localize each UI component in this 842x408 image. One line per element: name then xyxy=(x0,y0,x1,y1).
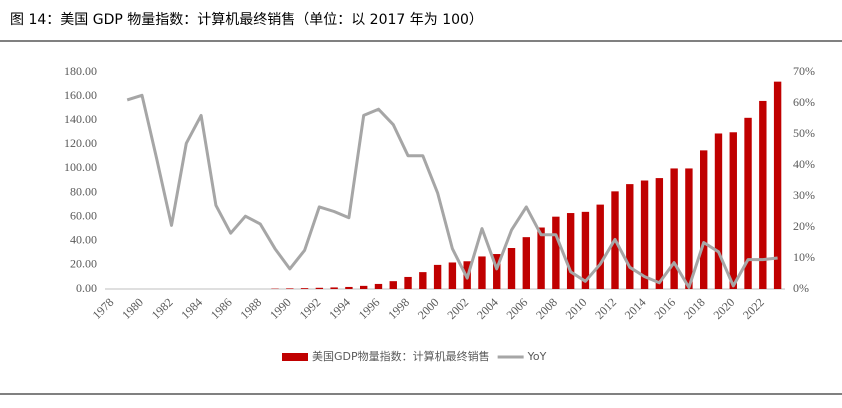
bar xyxy=(641,181,648,290)
x-tick-label: 1988 xyxy=(237,295,264,322)
y2-tick-label: 60% xyxy=(793,95,815,109)
y2-tick-label: 10% xyxy=(793,250,815,264)
bar xyxy=(345,287,352,289)
x-tick-label: 2000 xyxy=(415,295,442,322)
bar xyxy=(316,288,323,289)
x-tick-label: 2020 xyxy=(710,295,737,322)
bar xyxy=(419,272,426,289)
y-tick-label: 140.00 xyxy=(64,112,97,126)
x-tick-label: 2012 xyxy=(592,295,619,322)
bar xyxy=(656,178,663,289)
x-tick-label: 1986 xyxy=(208,295,235,322)
x-tick-label: 1982 xyxy=(149,295,176,322)
x-tick-label: 2006 xyxy=(504,295,531,322)
y-tick-label: 60.00 xyxy=(70,208,97,222)
bar xyxy=(730,132,737,289)
line xyxy=(127,95,777,287)
y-tick-label: 40.00 xyxy=(70,233,97,247)
y-tick-label: 0.00 xyxy=(76,281,97,295)
y-tick-label: 100.00 xyxy=(64,160,97,174)
x-tick-label: 2018 xyxy=(681,295,708,322)
bar xyxy=(670,168,677,289)
x-tick-label: 1998 xyxy=(385,295,412,322)
bar xyxy=(552,217,559,289)
y-tick-label: 80.00 xyxy=(70,184,97,198)
y2-tick-label: 0% xyxy=(793,281,809,295)
y2-tick-label: 30% xyxy=(793,188,815,202)
x-tick-label: 1992 xyxy=(297,295,324,322)
x-tick-label: 1994 xyxy=(326,295,353,322)
y-tick-label: 160.00 xyxy=(64,88,97,102)
bar xyxy=(360,286,367,289)
bar xyxy=(449,262,456,289)
y2-tick-label: 20% xyxy=(793,219,815,233)
x-tick-label: 2002 xyxy=(444,295,471,322)
bar xyxy=(508,248,515,289)
bar xyxy=(330,287,337,289)
bar xyxy=(715,133,722,289)
x-tick-label: 2022 xyxy=(740,295,767,322)
y2-tick-label: 50% xyxy=(793,126,815,140)
x-tick-label: 1996 xyxy=(356,295,383,322)
x-tick-label: 1980 xyxy=(119,295,146,322)
x-tick-label: 2010 xyxy=(563,295,590,322)
legend-swatch xyxy=(282,353,308,361)
x-tick-label: 2004 xyxy=(474,295,501,322)
x-tick-label: 1984 xyxy=(178,295,205,322)
bar xyxy=(301,288,308,289)
y-tick-label: 180.00 xyxy=(64,64,97,78)
legend-label: YoY xyxy=(527,350,547,363)
bar xyxy=(626,184,633,289)
bar xyxy=(700,150,707,289)
bar xyxy=(567,213,574,289)
y-tick-label: 120.00 xyxy=(64,136,97,150)
bar xyxy=(375,284,382,289)
bar xyxy=(685,168,692,289)
bar xyxy=(286,288,293,289)
chart-title: 图 14：美国 GDP 物量指数：计算机最终销售（单位：以 2017 年为 10… xyxy=(10,12,483,28)
x-tick-label: 2008 xyxy=(533,295,560,322)
y2-tick-label: 40% xyxy=(793,157,815,171)
bar xyxy=(523,237,530,289)
bar xyxy=(478,256,485,289)
x-tick-label: 2014 xyxy=(622,295,649,322)
y2-tick-label: 70% xyxy=(793,64,815,78)
bar xyxy=(434,265,441,289)
bar xyxy=(597,205,604,289)
x-tick-label: 1990 xyxy=(267,295,294,322)
x-tick-label: 1978 xyxy=(90,295,117,322)
bar xyxy=(404,277,411,289)
bar xyxy=(537,228,544,289)
x-tick-label: 2016 xyxy=(651,295,678,322)
y-tick-label: 20.00 xyxy=(70,257,97,271)
bar xyxy=(390,281,397,289)
legend-label: 美国GDP物量指数：计算机最终销售 xyxy=(312,349,490,363)
